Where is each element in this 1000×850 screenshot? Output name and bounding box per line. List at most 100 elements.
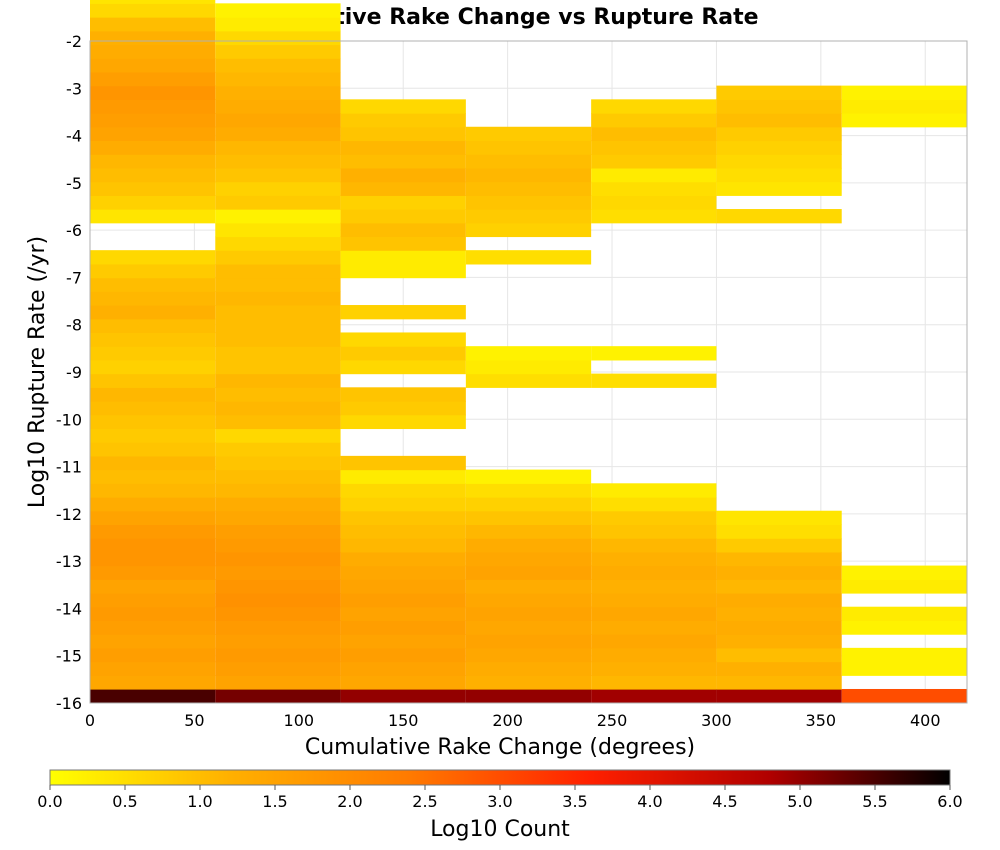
heatmap-cell: [340, 387, 466, 402]
heatmap-cell: [841, 688, 967, 704]
heatmap-cell: [215, 497, 341, 512]
heatmap-cell: [340, 688, 466, 704]
heatmap-cell: [340, 113, 466, 128]
heatmap-cell: [215, 222, 341, 238]
heatmap-cell: [591, 551, 717, 567]
heatmap-cell: [90, 181, 216, 196]
heatmap-cell: [591, 126, 717, 142]
heatmap-cell: [591, 634, 717, 649]
heatmap-cell: [591, 688, 717, 704]
heatmap-cell: [90, 250, 216, 265]
heatmap-cell: [90, 688, 216, 704]
x-tick-label: 300: [701, 711, 732, 730]
heatmap-cell: [465, 538, 592, 553]
heatmap-cell: [340, 305, 466, 320]
heatmap-cell: [591, 195, 717, 210]
heatmap-cell: [340, 497, 466, 512]
heatmap-cell: [215, 401, 341, 416]
heatmap-cell: [340, 126, 466, 142]
heatmap-cell: [465, 195, 592, 210]
heatmap-cell: [591, 592, 717, 608]
heatmap-cell: [215, 209, 341, 224]
colorbar-tick-label: 1.5: [262, 792, 287, 811]
heatmap-cell: [90, 401, 216, 416]
heatmap-cell: [215, 661, 341, 676]
heatmap-cell: [90, 263, 216, 279]
heatmap-cell: [90, 195, 216, 210]
heatmap-cell: [591, 524, 717, 539]
heatmap-cell: [591, 113, 717, 128]
heatmap-cell: [465, 181, 592, 196]
colorbar-tick-label: 2.5: [412, 792, 437, 811]
heatmap-cell: [465, 647, 592, 663]
heatmap-cell: [591, 497, 717, 512]
heatmap-cell: [340, 140, 466, 155]
heatmap-cell: [591, 661, 717, 676]
heatmap-cell: [340, 99, 466, 114]
heatmap-cell: [215, 305, 341, 320]
y-tick-label: -5: [66, 174, 82, 193]
x-tick-label: 350: [806, 711, 837, 730]
heatmap-cell: [340, 634, 466, 649]
heatmap-cell: [215, 606, 341, 622]
heatmap-cell: [215, 85, 341, 100]
heatmap-cell: [215, 126, 341, 142]
heatmap-cell: [841, 647, 967, 663]
heatmap-cell: [215, 195, 341, 210]
heatmap-cell: [465, 510, 592, 526]
colorbar-tick-label: 4.0: [637, 792, 662, 811]
heatmap-cell: [90, 510, 216, 526]
heatmap-cell: [215, 688, 341, 704]
heatmap-cell: [465, 373, 592, 388]
x-tick-label: 400: [910, 711, 941, 730]
heatmap-cell: [215, 17, 341, 32]
heatmap-cell: [90, 538, 216, 553]
heatmap-cell: [591, 154, 717, 169]
heatmap-cell: [591, 579, 717, 594]
heatmap-cell: [716, 167, 842, 183]
heatmap-cell: [716, 579, 842, 594]
heatmap-cell: [90, 373, 216, 388]
heatmap-cell: [90, 71, 216, 87]
heatmap-cell: [215, 318, 341, 334]
heatmap-cell: [90, 359, 216, 375]
heatmap-cell: [716, 675, 842, 690]
heatmap-cell: [465, 579, 592, 594]
heatmap-cell: [465, 359, 592, 375]
heatmap-cell: [90, 346, 216, 361]
heatmap-cell: [90, 565, 216, 580]
heatmap-cell: [215, 291, 341, 306]
heatmap-cell: [465, 209, 592, 224]
heatmap-cell: [465, 497, 592, 512]
colorbar-tick-label: 3.0: [487, 792, 512, 811]
heatmap-cell: [215, 538, 341, 553]
heatmap-cell: [215, 154, 341, 169]
heatmap-cell: [340, 250, 466, 265]
heatmap-cell: [215, 469, 341, 484]
heatmap-cell: [215, 113, 341, 128]
heatmap-cell: [215, 483, 341, 498]
heatmap-cell: [841, 113, 967, 128]
heatmap-cell: [215, 30, 341, 46]
heatmap-cell: [465, 167, 592, 183]
colorbar-tick-label: 0.0: [37, 792, 62, 811]
heatmap-cell: [716, 99, 842, 114]
heatmap-cell: [465, 126, 592, 142]
heatmap-cell: [340, 565, 466, 580]
heatmap-cell: [215, 524, 341, 539]
heatmap-cell: [340, 524, 466, 539]
heatmap-cell: [465, 524, 592, 539]
y-tick-label: -8: [66, 316, 82, 335]
y-tick-label: -6: [66, 221, 82, 240]
heatmap-cell: [215, 58, 341, 73]
y-tick-label: -2: [66, 32, 82, 51]
y-tick-label: -13: [56, 552, 82, 571]
heatmap-cell: [90, 634, 216, 649]
heatmap-cell: [340, 592, 466, 608]
heatmap-cell: [716, 620, 842, 635]
heatmap-cell: [90, 99, 216, 114]
heatmap-cell: [340, 675, 466, 690]
colorbar-tick-label: 5.5: [862, 792, 887, 811]
heatmap-cell: [841, 620, 967, 635]
